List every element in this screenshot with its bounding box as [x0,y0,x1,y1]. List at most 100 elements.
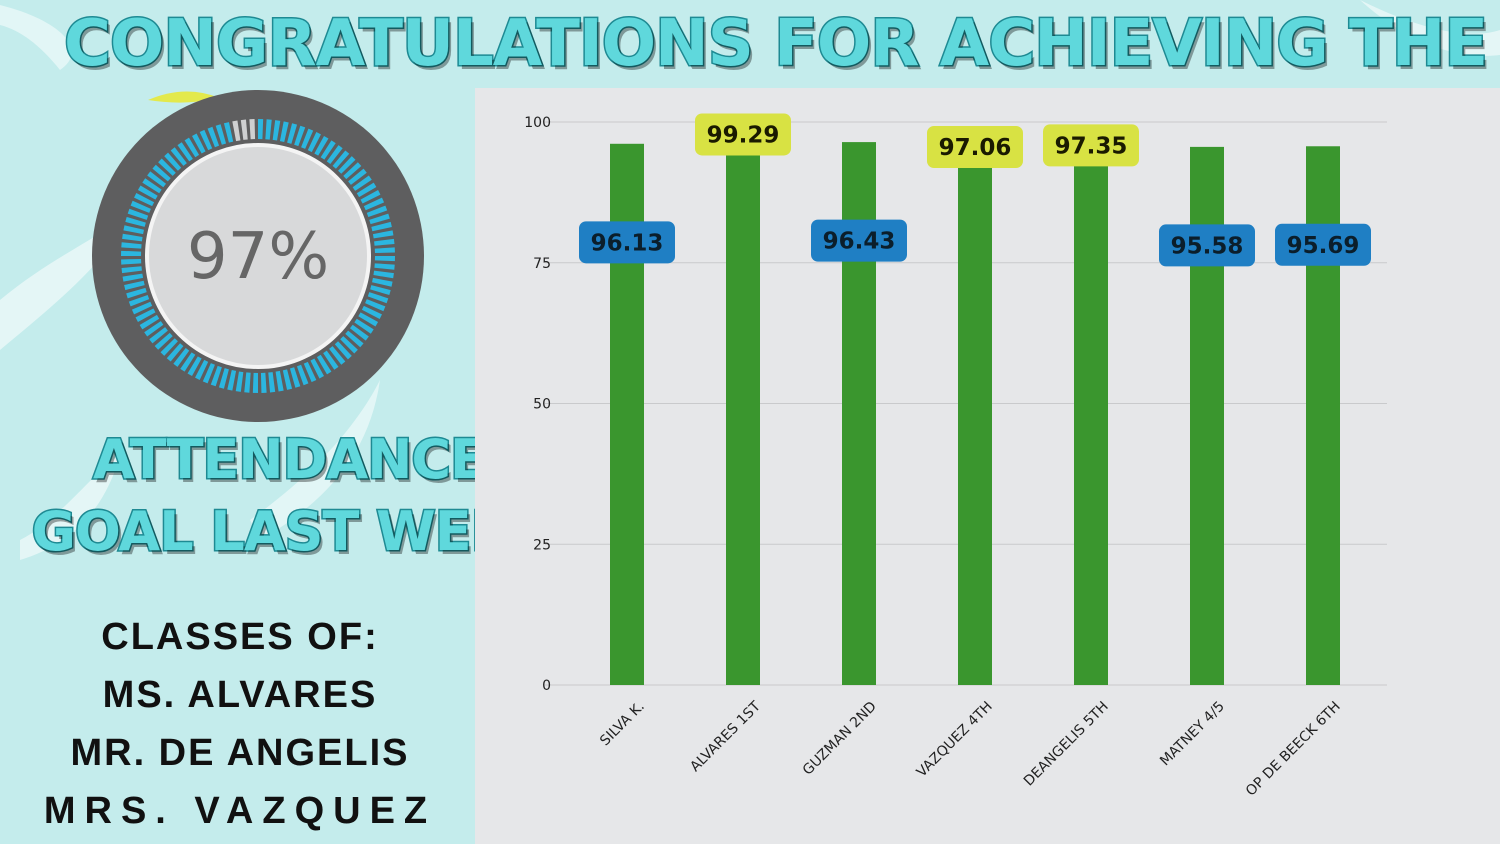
headline-bottom-line-1: ATTENDANCE [92,427,489,493]
data-label: 95.58 [1159,224,1255,267]
gauge-segment [372,277,393,287]
data-label-box [1275,223,1371,266]
gauge-segment [121,258,142,265]
gauge-segment [365,299,386,312]
gauge-segment [149,327,168,344]
gauge-segment [275,370,284,392]
gauge-segment [244,372,251,393]
gauge-segment [195,359,209,380]
gauge-segment [147,171,167,188]
y-tick-label: 25 [533,537,551,553]
gauge-segment [303,361,317,383]
gauge-face [145,143,371,369]
gauge-segment [282,369,293,390]
headline-bottom-line-2: GOAL LAST WEEK [30,499,550,565]
gauge-segment [258,119,264,140]
gauge-segment [320,140,336,160]
gauge-segment [121,250,142,256]
gauge-segment [307,132,321,153]
data-label-text: 97.35 [1055,133,1128,159]
gauge-segment [187,356,202,377]
gauge-segment [301,128,314,149]
classes-heading: CLASSES OF: [101,616,379,658]
gauge-segment [358,312,379,327]
gauge-segment [240,119,248,140]
data-label: 96.43 [811,219,907,262]
gauge-segment [207,126,220,148]
bar [726,125,760,685]
gauge-segment [127,208,149,220]
gauge-segment [223,122,234,143]
data-label: 96.13 [579,221,675,264]
gauge-segment [166,343,184,362]
gauge-segment [374,256,395,262]
gauge-segment [235,371,244,392]
gauge-segment [369,213,390,225]
gauge-segment [310,358,325,379]
gauge-segment [126,287,147,299]
gauge-segment [329,346,346,365]
gauge-segment [361,305,382,319]
bar [958,138,992,686]
x-category-label: SILVA K. [597,699,648,750]
gauge-segment [215,124,227,145]
gauge-segment [349,324,369,341]
gauge-segment [158,158,176,176]
gauge-segment [374,263,395,270]
classes-list: CLASSES OF: MS. ALVARES MR. DE ANGELIS M… [0,608,480,840]
gauge-segment [191,133,206,154]
class-teacher-name: MR. DE ANGELIS [70,732,410,774]
gauge-segment [122,233,143,242]
gauge-segment [164,152,182,171]
headline-top: CONGRATULATIONS FOR ACHIEVING THE [63,6,1490,83]
y-tick-label: 100 [524,115,551,131]
gauge-segment [123,225,144,235]
gauge-segment [252,372,258,393]
gauge-segment [152,164,171,182]
gauge-segment [121,266,142,274]
gauge-segment [314,135,329,156]
gauge-segment [334,341,352,360]
gauge-value-text: 97% [187,220,329,294]
gauge-segment [279,121,289,142]
x-category-label: MATNEY 4/5 [1157,699,1228,770]
data-label-box [927,125,1023,168]
attendance-bar-chart: 0 25 50 75 100 96.13 99.29 96.43 97.06 97.35 95.5… [524,113,1387,799]
gauge-segment [287,123,298,144]
y-tick-label: 0 [542,678,551,694]
data-label-text: 96.13 [591,230,664,256]
data-label: 95.69 [1275,223,1371,266]
gauge-segment [354,318,374,334]
x-category-label: DEANGELIS 5TH [1021,699,1112,790]
gauge-segment [265,119,272,140]
gauge-segment [272,120,281,141]
data-label-box [695,113,791,156]
gauge-segment [134,193,155,207]
gauge-segment [124,280,145,291]
gauge-segment [184,137,200,158]
gauge-progress-segments [121,119,395,393]
gauge-segment [374,238,395,246]
gauge-segment [160,338,178,356]
data-label-text: 96.43 [823,229,896,255]
gauge-segment [139,314,160,330]
gauge-segment [371,221,392,232]
gauge-segment [372,230,394,239]
data-label-text: 95.69 [1287,233,1360,259]
gauge-segment [373,270,394,279]
data-label-text: 97.06 [939,135,1012,161]
gauge-segment [121,242,142,249]
gauge-segment [142,178,162,194]
gauge-segment [232,120,241,142]
gauge-segment [360,189,381,204]
gauge-segment [268,372,276,393]
gauge-segment [180,352,196,372]
gauge-segment [352,175,372,191]
gauge-segment [137,185,158,200]
y-tick-label: 75 [533,256,551,272]
gauge-segment [202,363,215,384]
gauge-segment [338,156,356,174]
gauge-segment [144,321,164,337]
data-label-text: 95.58 [1171,233,1244,259]
gauge-segment [260,372,267,393]
